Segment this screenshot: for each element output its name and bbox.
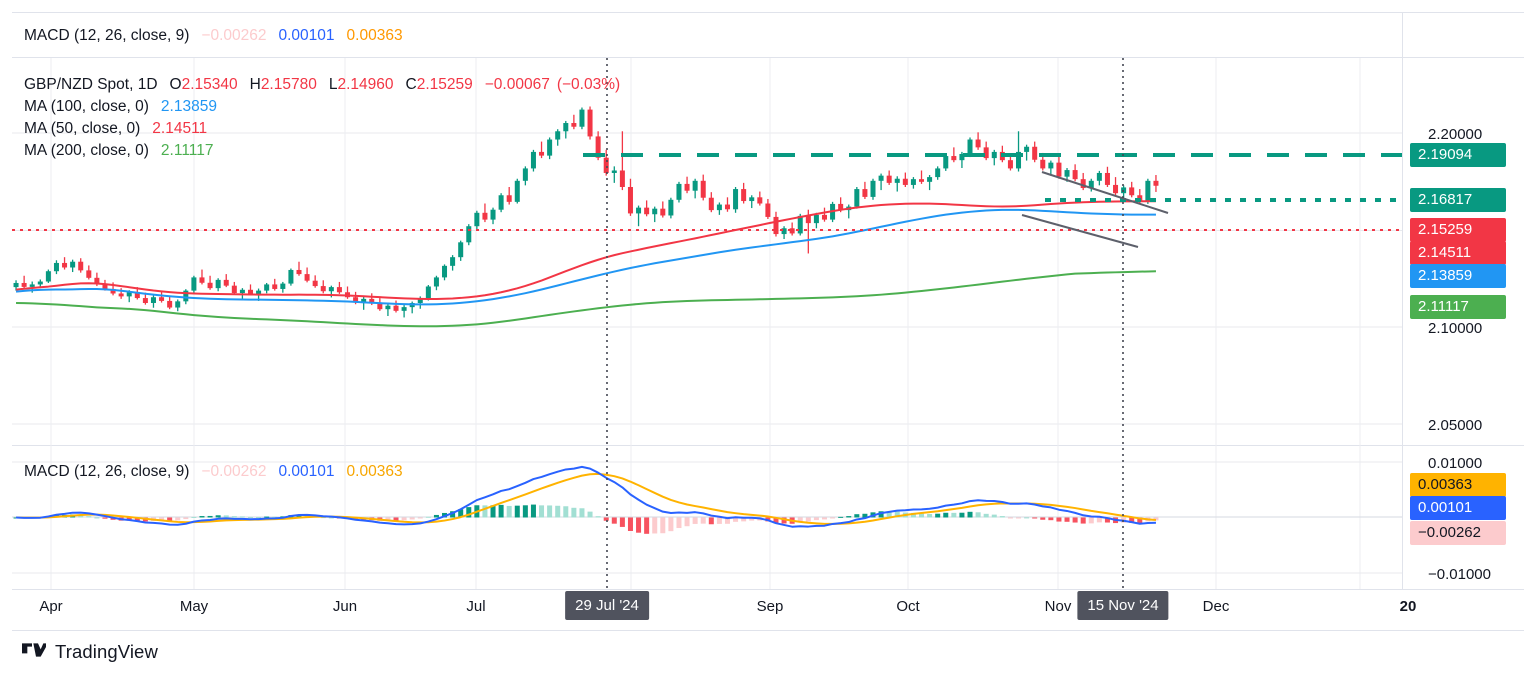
main-grid-lines (12, 132, 1402, 425)
ma200-line (16, 270, 1156, 328)
price-tick: 2.20000 (1428, 126, 1483, 143)
ma100-line (15, 208, 1156, 306)
crosshair-date-badge-1[interactable]: 29 Jul '24 (565, 591, 649, 620)
lower-wedge[interactable] (1021, 214, 1139, 248)
crosshair-vertical-lines (606, 58, 1124, 589)
main-pane-border (12, 57, 1524, 58)
candlestick-series (13, 106, 1159, 318)
time-axis-label: Jun (332, 598, 358, 615)
low-label: L (328, 76, 338, 93)
symbol-ohlc-row[interactable]: GBP/NZD Spot, 1D O2.15340 H2.15780 L2.14960… (24, 74, 620, 96)
trend-lines[interactable] (1021, 171, 1169, 248)
ma50-line (15, 200, 1156, 300)
time-axis-label: Apr (39, 598, 63, 615)
macd-line (15, 465, 1156, 528)
ma50-badge[interactable]: 2.14511 (1410, 241, 1506, 265)
price-tick: 2.05000 (1428, 417, 1483, 434)
macd-line-badge[interactable]: 0.00101 (1410, 496, 1506, 520)
target-level-badge[interactable]: 2.16817 (1410, 188, 1506, 212)
ma100-value: 2.13859 (160, 98, 217, 115)
resistance-level-badge[interactable]: 2.19094 (1410, 143, 1506, 167)
symbol-title: GBP/NZD Spot, 1D (24, 76, 158, 93)
time-axis-label: May (179, 598, 209, 615)
x-axis-bottom-border (12, 630, 1524, 631)
time-axis-label: 20 (1399, 598, 1417, 615)
ma200-title: MA (200, close, 0) (24, 142, 149, 159)
price-tick: 2.10000 (1428, 320, 1483, 337)
low-value: 2.14960 (337, 76, 394, 93)
macd-pane-signal-value: 0.00363 (346, 463, 403, 480)
macd-pane-legend-title: MACD (12, 26, close, 9) (24, 463, 190, 480)
macd-top-pane-border (12, 12, 1524, 13)
price-level-lines (12, 153, 1402, 231)
tradingview-logo-icon (22, 642, 48, 663)
ma100-title: MA (100, close, 0) (24, 98, 149, 115)
macd-histogram-badge[interactable]: −0.00262 (1410, 521, 1506, 545)
time-axis-label: Sep (756, 598, 784, 615)
tradingview-logo-text: TradingView (55, 641, 158, 662)
price-scale-separator (1402, 12, 1403, 590)
macd-top-hist-value: −0.00262 (201, 27, 267, 44)
macd-top-signal-value: 0.00363 (346, 27, 403, 44)
time-axis-label: Nov (1044, 598, 1072, 615)
macd-tick: 0.01000 (1428, 455, 1483, 472)
ma50-legend-row[interactable]: MA (50, close, 0) 2.14511 (24, 118, 620, 140)
macd-top-macd-value: 0.00101 (278, 27, 335, 44)
macd-pane-macd-value: 0.00101 (278, 463, 335, 480)
macd-signal-line (16, 472, 1157, 525)
x-axis-top-border (12, 589, 1524, 590)
main-chart-legend[interactable]: GBP/NZD Spot, 1D O2.15340 H2.15780 L2.14960… (24, 74, 620, 162)
macd-histogram (13, 504, 1159, 534)
open-label: O (169, 76, 182, 93)
last-price-badge[interactable]: 2.15259 (1410, 218, 1506, 242)
time-axis-label: Dec (1202, 598, 1230, 615)
macd-signal-badge[interactable]: 0.00363 (1410, 473, 1506, 497)
ma200-legend-row[interactable]: MA (200, close, 0) 2.11117 (24, 140, 620, 162)
time-axis-label: Oct (896, 598, 920, 615)
macd-top-legend-title: MACD (12, 26, close, 9) (24, 27, 190, 44)
macd-top-legend[interactable]: MACD (12, 26, close, 9) −0.00262 0.00101 0.… (24, 25, 403, 47)
macd-pane-border (12, 445, 1524, 446)
macd-pane-legend[interactable]: MACD (12, 26, close, 9) −0.00262 0.00101 0.… (24, 461, 403, 483)
ma50-title: MA (50, close, 0) (24, 120, 141, 137)
change-value: −0.00067 (484, 76, 550, 93)
high-label: H (249, 76, 261, 93)
tradingview-logo[interactable]: TradingView (22, 641, 158, 663)
open-value: 2.15340 (181, 76, 238, 93)
high-value: 2.15780 (260, 76, 317, 93)
ma200-value: 2.11117 (160, 142, 214, 159)
close-value: 2.15259 (416, 76, 473, 93)
ma50-value: 2.14511 (152, 120, 208, 137)
ma100-badge[interactable]: 2.13859 (1410, 264, 1506, 288)
ma200-badge[interactable]: 2.11117 (1410, 295, 1506, 319)
close-label: C (405, 76, 417, 93)
time-axis-label: Jul (466, 598, 486, 615)
ma100-legend-row[interactable]: MA (100, close, 0) 2.13859 (24, 96, 620, 118)
crosshair-date-badge-2[interactable]: 15 Nov '24 (1077, 591, 1169, 620)
change-percent-value: (−0.03%) (556, 76, 621, 93)
upper-wedge[interactable] (1041, 171, 1169, 214)
macd-pane-hist-value: −0.00262 (201, 463, 267, 480)
macd-tick: −0.01000 (1428, 566, 1491, 583)
